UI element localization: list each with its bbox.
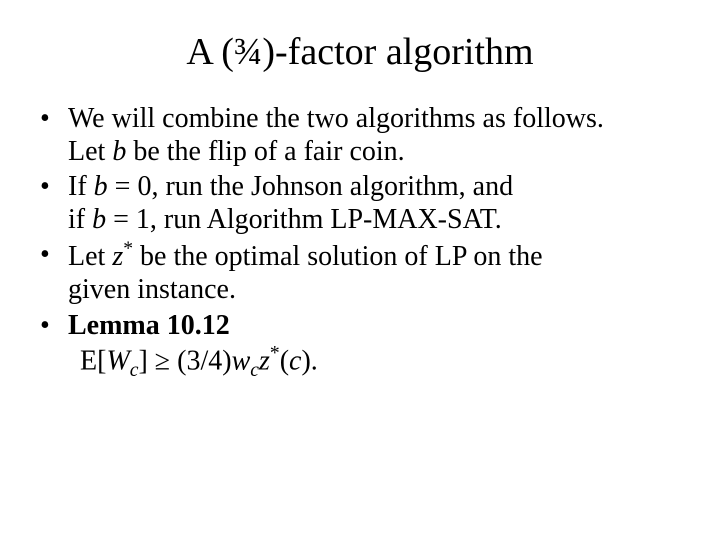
var-b: b <box>94 171 108 202</box>
text: Let <box>68 241 112 272</box>
var-b: b <box>92 204 106 235</box>
bullet-1: We will combine the two algorithms as fo… <box>40 102 680 168</box>
sup-star: * <box>270 343 280 364</box>
slide: A (¾)-factor algorithm We will combine t… <box>0 0 720 540</box>
bullet-2-line-2: if b = 1, run Algorithm LP-MAX-SAT. <box>68 203 680 236</box>
slide-title: A (¾)-factor algorithm <box>40 30 680 74</box>
var-c: c <box>289 345 301 376</box>
var-w: w <box>232 345 251 376</box>
bullet-1-line-2: Let b be the flip of a fair coin. <box>68 135 680 168</box>
sub-c: c <box>250 359 259 380</box>
text: Let <box>68 136 112 167</box>
text: If <box>68 171 94 202</box>
text: E[ <box>80 345 106 376</box>
var-z: z <box>112 241 123 272</box>
bullet-2: If b = 0, run the Johnson algorithm, and… <box>40 170 680 236</box>
text: be the optimal solution of LP on the <box>133 241 543 272</box>
text: be the flip of a fair coin. <box>126 136 404 167</box>
bullet-2-line-1: If b = 0, run the Johnson algorithm, and <box>68 171 513 202</box>
text: ). <box>301 345 317 376</box>
text: = 1, run Algorithm LP-MAX-SAT. <box>106 204 502 235</box>
text: = 0, run the Johnson algorithm, and <box>108 171 513 202</box>
var-b: b <box>112 136 126 167</box>
bullet-list: We will combine the two algorithms as fo… <box>40 102 680 382</box>
sup-star: * <box>123 239 133 260</box>
var-z: z <box>259 345 270 376</box>
lemma-title: Lemma 10.12 <box>68 310 230 341</box>
lemma-expression: E[Wc] ≥ (3/4)wcz*(c). <box>68 342 680 382</box>
var-W: W <box>106 345 129 376</box>
bullet-3: Let z* be the optimal solution of LP on … <box>40 238 680 306</box>
bullet-3-line-2: given instance. <box>68 273 680 306</box>
text: ( <box>280 345 289 376</box>
bullet-4: Lemma 10.12 E[Wc] ≥ (3/4)wcz*(c). <box>40 309 680 382</box>
text: ] ≥ (3/4) <box>138 345 231 376</box>
text: if <box>68 204 92 235</box>
bullet-1-line-1: We will combine the two algorithms as fo… <box>68 103 604 134</box>
bullet-3-line-1: Let z* be the optimal solution of LP on … <box>68 241 543 272</box>
slide-content: We will combine the two algorithms as fo… <box>40 102 680 382</box>
